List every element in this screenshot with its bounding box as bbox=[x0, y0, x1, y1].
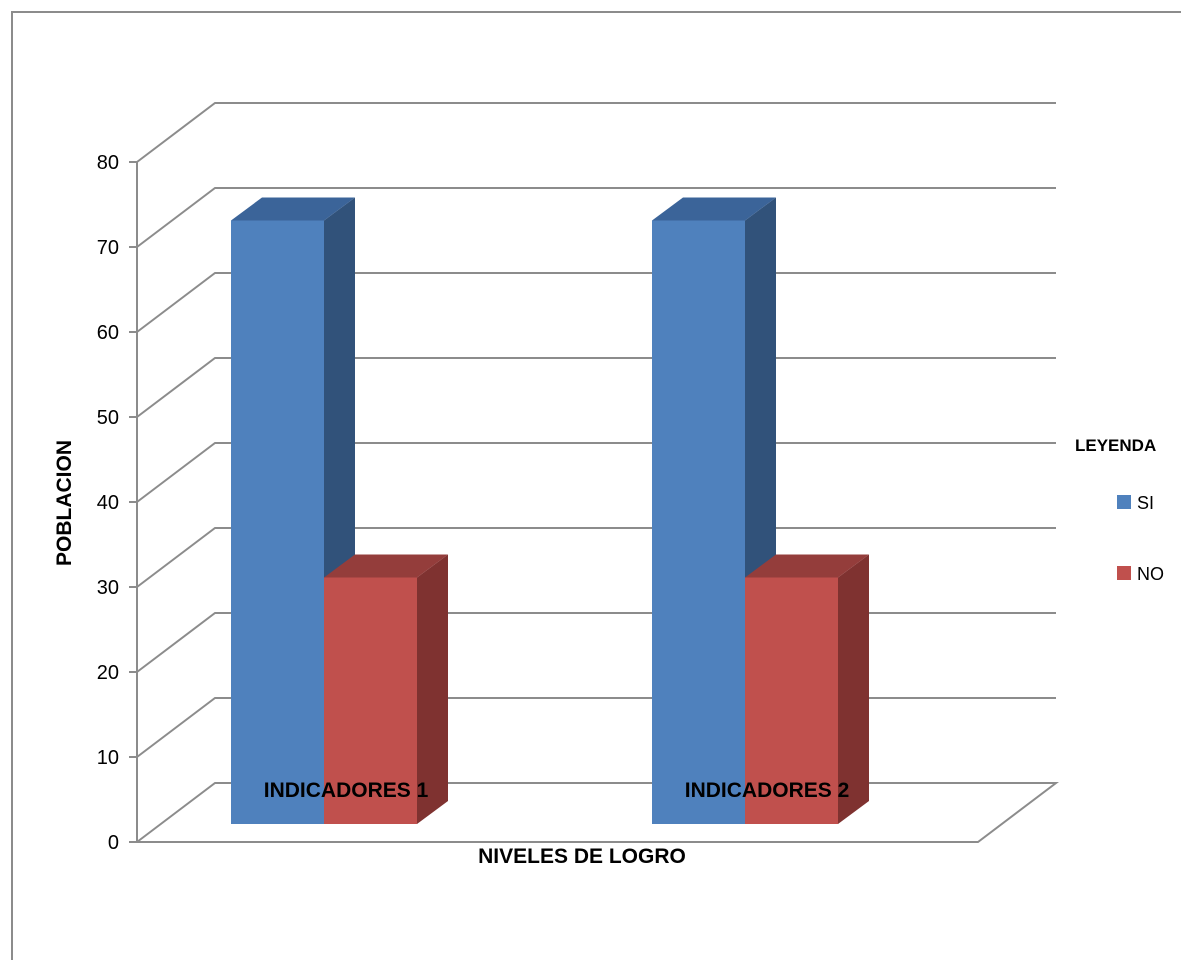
y-tick-label: 30 bbox=[97, 577, 119, 599]
legend-label-no: NO bbox=[1137, 564, 1164, 584]
bars-layer bbox=[231, 197, 869, 824]
legend-title: LEYENDA bbox=[1075, 436, 1156, 455]
x-tick-label: INDICADORES 2 bbox=[685, 779, 850, 802]
x-axis-title: NIVELES DE LOGRO bbox=[478, 845, 686, 868]
bar-si-2 bbox=[652, 220, 745, 824]
legend-label-si: SI bbox=[1137, 493, 1154, 513]
chart-frame bbox=[11, 11, 1181, 960]
y-axis-title: POBLACION bbox=[53, 440, 76, 566]
legend-swatch-si bbox=[1117, 495, 1131, 509]
bar-side bbox=[417, 554, 448, 824]
bar-top bbox=[231, 197, 355, 221]
floor bbox=[136, 782, 1059, 843]
y-tick-label: 70 bbox=[97, 237, 119, 259]
bar-top bbox=[324, 554, 448, 578]
y-tick-label: 80 bbox=[97, 152, 119, 174]
bar-side bbox=[838, 554, 869, 824]
y-tick-label: 10 bbox=[97, 747, 119, 769]
bar-top bbox=[652, 197, 776, 221]
y-tick-label: 20 bbox=[97, 662, 119, 684]
gridline bbox=[136, 187, 1056, 248]
x-tick-labels: INDICADORES 1 INDICADORES 2 bbox=[264, 779, 850, 802]
legend-swatch-no bbox=[1117, 566, 1131, 580]
bar-no-2 bbox=[745, 577, 838, 824]
x-tick-label: INDICADORES 1 bbox=[264, 779, 429, 802]
bar-si-1 bbox=[231, 220, 324, 824]
y-tick-label: 60 bbox=[97, 322, 119, 344]
gridline bbox=[136, 102, 1056, 163]
bar-top bbox=[745, 554, 869, 578]
bar-no-1 bbox=[324, 577, 417, 824]
y-tick-label: 50 bbox=[97, 407, 119, 429]
y-tick-label: 40 bbox=[97, 492, 119, 514]
y-tick-labels: 0 10 20 30 40 50 60 70 80 bbox=[97, 152, 119, 854]
legend: SI NO bbox=[1117, 493, 1164, 584]
y-tick-label: 0 bbox=[108, 832, 119, 854]
